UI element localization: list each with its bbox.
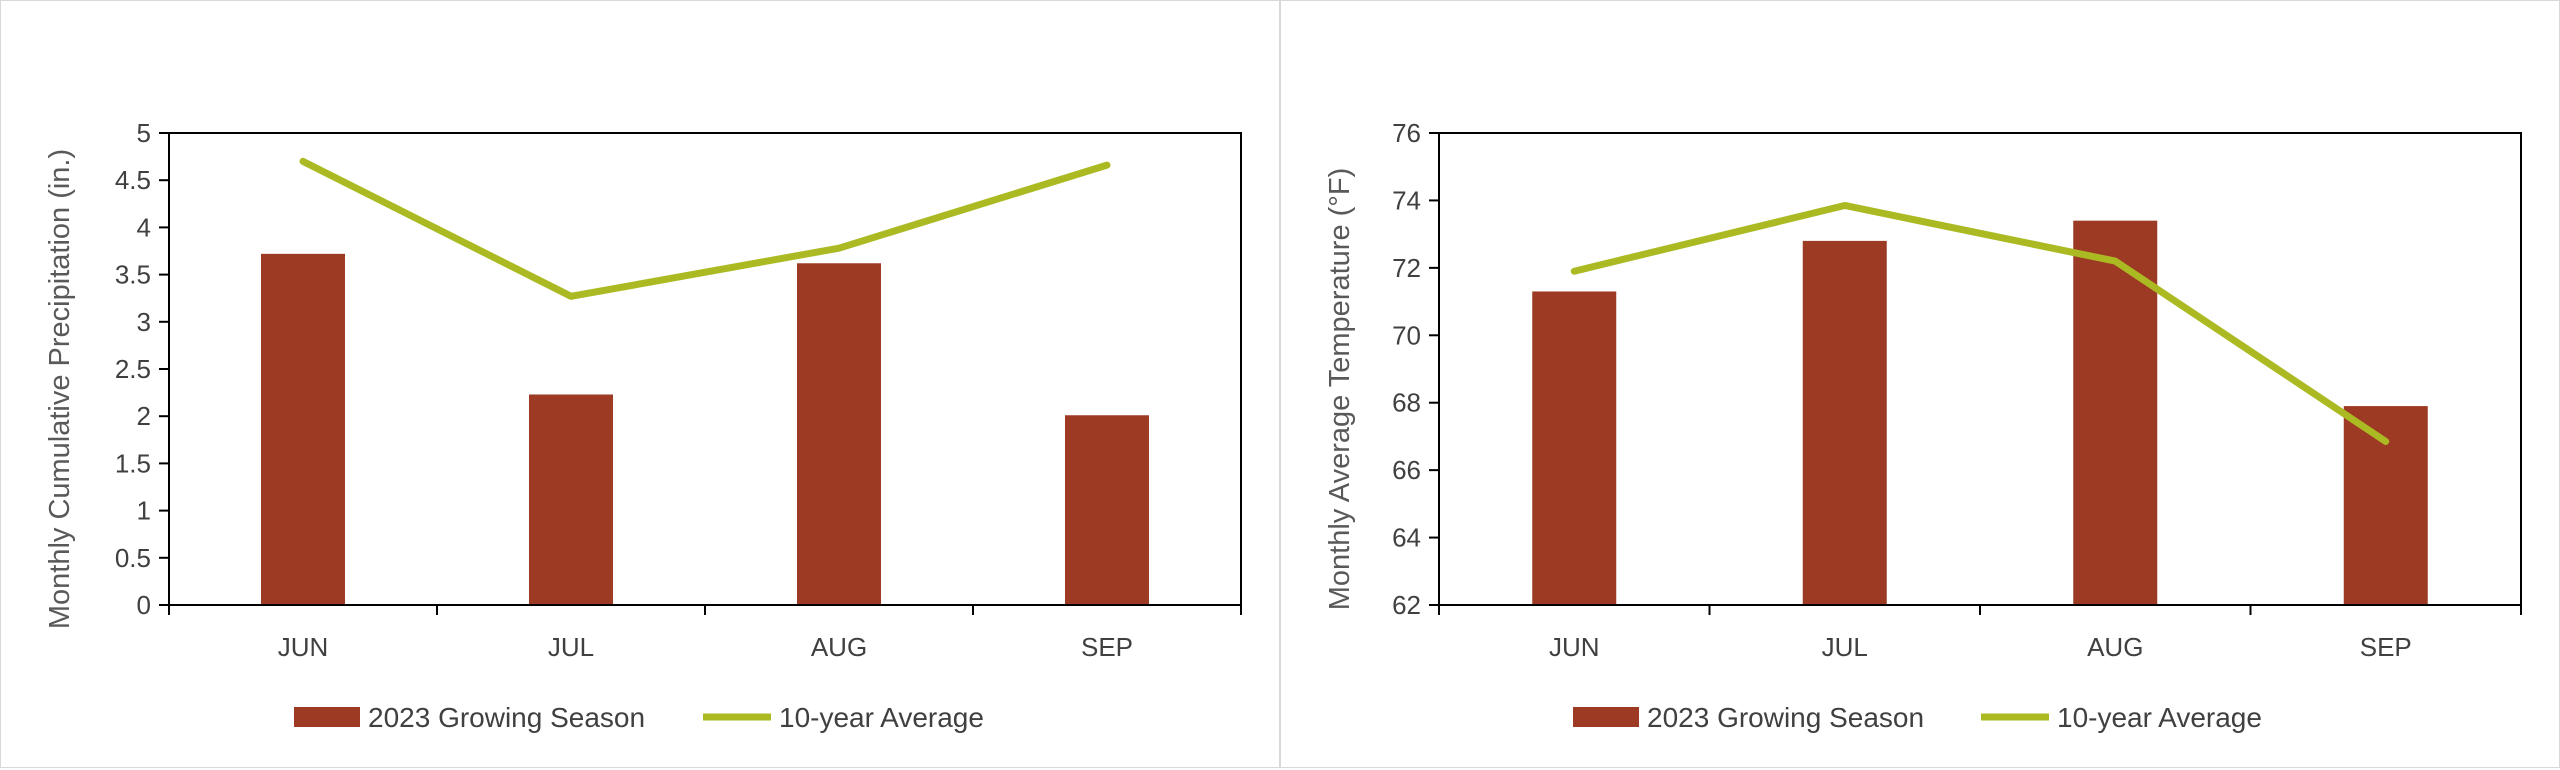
x-category-label: AUG xyxy=(2087,632,2143,662)
y-tick-label: 2.5 xyxy=(115,354,151,384)
y-tick-label: 4 xyxy=(137,212,151,242)
x-category-label: AUG xyxy=(811,632,867,662)
y-tick-label: 0 xyxy=(137,590,151,620)
legend-line-label: 10-year Average xyxy=(779,702,984,733)
x-category-label: JUN xyxy=(1549,632,1600,662)
x-category-label: SEP xyxy=(1081,632,1133,662)
bar-aug xyxy=(797,263,881,605)
average-line xyxy=(299,157,1111,300)
bar-sep xyxy=(1065,415,1149,605)
legend-line-label: 10-year Average xyxy=(2057,702,2262,733)
y-axis-title: Monthly Cumulative Precipitation (in.) xyxy=(44,149,76,629)
average-line xyxy=(1570,201,2390,445)
y-tick-label: 5 xyxy=(137,118,151,148)
y-tick-label: 1.5 xyxy=(115,448,151,478)
y-tick-label: 4.5 xyxy=(115,165,151,195)
legend-bar-swatch xyxy=(294,707,360,727)
precipitation-chart-panel: 0 0.5 1 1.5 2 2.5 3 3.5 4 4.5 5 JUN JUL AUG SEP Monthly… xyxy=(0,0,1280,768)
x-category-label: SEP xyxy=(2360,632,2412,662)
y-tick-label: 62 xyxy=(1392,590,1421,620)
y-tick-label: 2 xyxy=(137,401,151,431)
x-category-label: JUN xyxy=(278,632,329,662)
y-tick-label: 1 xyxy=(137,496,151,526)
temperature-chart-panel: 62 64 66 68 70 72 74 76 JUN JUL AUG SEP Monthly Aver… xyxy=(1280,0,2560,768)
bar-jul xyxy=(529,394,613,605)
y-tick-label: 76 xyxy=(1392,118,1421,148)
y-tick-label: 74 xyxy=(1392,185,1421,215)
y-axis-title: Monthly Average Temperature (°F) xyxy=(1324,168,1356,611)
x-category-label: JUL xyxy=(548,632,594,662)
y-tick-label: 3 xyxy=(137,307,151,337)
precipitation-chart: 0 0.5 1 1.5 2 2.5 3 3.5 4 4.5 5 JUN JUL AUG SEP Monthly… xyxy=(44,118,1242,733)
y-tick-label: 0.5 xyxy=(115,543,151,573)
bar-aug xyxy=(2073,220,2158,605)
y-tick-label: 72 xyxy=(1392,253,1421,283)
x-category-label: JUL xyxy=(1822,632,1868,662)
y-tick-label: 68 xyxy=(1392,388,1421,418)
bar-jun xyxy=(261,253,345,605)
legend-bar-label: 2023 Growing Season xyxy=(368,702,645,733)
y-tick-label: 66 xyxy=(1392,455,1421,485)
legend-bar-swatch xyxy=(1573,707,1639,727)
bar-jul xyxy=(1802,240,1887,605)
y-tick-label: 3.5 xyxy=(115,260,151,290)
y-tick-label: 64 xyxy=(1392,523,1421,553)
y-tick-label: 70 xyxy=(1392,320,1421,350)
bar-sep xyxy=(2343,406,2428,605)
temperature-chart: 62 64 66 68 70 72 74 76 JUN JUL AUG SEP Monthly Aver… xyxy=(1324,118,2522,733)
bar-jun xyxy=(1532,291,1617,605)
legend-bar-label: 2023 Growing Season xyxy=(1647,702,1924,733)
